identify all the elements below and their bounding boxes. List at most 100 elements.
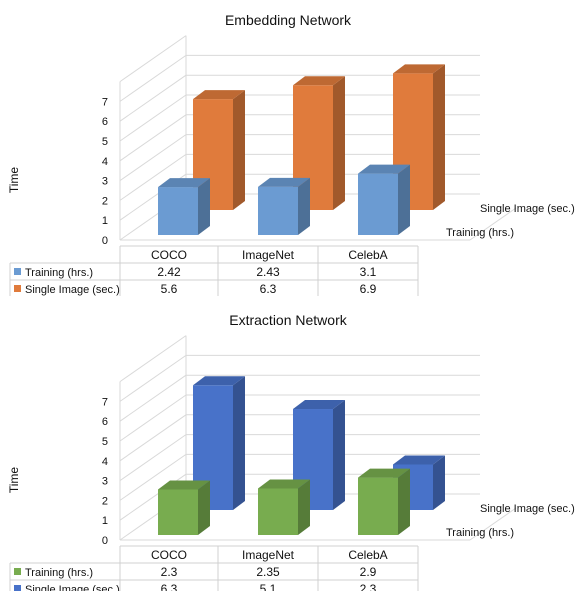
y-tick-label-3: 3: [102, 476, 108, 488]
table-cell-1-2: 6.9: [360, 282, 377, 296]
chart-title: Embedding Network: [225, 12, 352, 28]
floor-right-edge: [469, 507, 517, 541]
table-header-2: CelebA: [348, 548, 387, 562]
table-header-0: COCO: [151, 248, 187, 262]
bar-training-1-side: [298, 177, 310, 235]
table-cell-0-0: 2.42: [157, 265, 181, 279]
depth-label-back: Single Image (sec.): [480, 503, 575, 515]
bar-single-image-2-top: [393, 64, 445, 74]
bar-single-image-0-side: [233, 376, 245, 510]
depth-label-back: Single Image (sec.): [480, 203, 575, 215]
bar-training-1-side: [298, 479, 310, 535]
y-tick-label-1: 1: [102, 515, 108, 527]
bar-single-image-2-top: [393, 455, 445, 465]
legend-label-0: Training (hrs.): [25, 267, 93, 279]
table-header-2: CelebA: [348, 248, 387, 262]
gridline-left-5: [119, 394, 187, 442]
y-tick-label-4: 4: [102, 456, 108, 468]
table-cell-1-2: 2.3: [360, 582, 377, 591]
bar-single-image-0-top: [193, 90, 245, 100]
table-cell-0-1: 2.43: [256, 265, 280, 279]
bar-training-2-side: [398, 164, 410, 235]
bar-single-image-2-side: [433, 455, 445, 510]
y-tick-label-1: 1: [102, 215, 108, 227]
bar-training-2-side: [398, 468, 410, 535]
y-tick-label-6: 6: [102, 416, 108, 428]
gridline-left-2: [119, 453, 187, 501]
bar-single-image-0-side: [233, 90, 245, 210]
y-tick-label-0: 0: [102, 535, 108, 547]
gridline-left-7: [119, 54, 187, 102]
gridline-left-4: [119, 114, 187, 162]
bar-training-1-front: [258, 488, 298, 535]
legend-label-1: Single Image (sec.): [25, 584, 120, 591]
gridline-left-top: [119, 35, 187, 83]
gridline-left-6: [119, 374, 187, 422]
table-cell-0-2: 2.9: [360, 565, 377, 579]
y-tick-label-0: 0: [102, 235, 108, 247]
table-header-1: ImageNet: [242, 248, 295, 262]
extraction-network-chart: Extraction Network Time 0 1 2 3 4 5 6 7 Single Ima…: [0, 300, 576, 591]
bar-training-0-top: [158, 178, 210, 188]
table-header-1: ImageNet: [242, 548, 295, 562]
depth-label-front: Training (hrs.): [446, 527, 514, 539]
bar-single-image-1-side: [333, 76, 345, 210]
bar-single-image-1-top: [293, 76, 345, 86]
table-cell-1-1: 6.3: [260, 282, 277, 296]
y-tick-label-4: 4: [102, 156, 108, 168]
bar-single-image-2-side: [433, 64, 445, 210]
y-tick-label-7: 7: [102, 396, 108, 408]
gridline-left-4: [119, 414, 187, 462]
legend-swatch-0: [14, 268, 21, 275]
y-tick-label-5: 5: [102, 436, 108, 448]
table-cell-1-0: 6.3: [161, 582, 178, 591]
y-tick-label-6: 6: [102, 116, 108, 128]
chart-title: Extraction Network: [229, 312, 347, 328]
y-axis-label: Time: [7, 467, 21, 494]
legend-swatch-1: [14, 585, 21, 591]
bar-training-0-top: [158, 480, 210, 490]
bar-training-0-front: [158, 489, 198, 535]
legend-label-1: Single Image (sec.): [25, 284, 120, 296]
floor-right-edge: [469, 207, 517, 241]
gridline-left-3: [119, 434, 187, 482]
bar-training-2-top: [358, 468, 410, 478]
extraction-network-svg: Extraction Network Time 0 1 2 3 4 5 6 7 Single Ima…: [7, 312, 575, 591]
table-cell-0-1: 2.35: [256, 565, 280, 579]
depth-label-front: Training (hrs.): [446, 227, 514, 239]
bar-single-image-1-side: [333, 400, 345, 510]
legend-swatch-0: [14, 568, 21, 575]
bar-training-1-front: [258, 186, 298, 235]
y-tick-label-3: 3: [102, 176, 108, 188]
bar-training-0-side: [198, 178, 210, 235]
bar-training-2-front: [358, 477, 398, 535]
gridline-left-6: [119, 74, 187, 122]
gridline-left-3: [119, 134, 187, 182]
table-cell-1-0: 5.6: [161, 282, 178, 296]
y-tick-label-7: 7: [102, 96, 108, 108]
gridline-left-top: [119, 335, 187, 383]
embedding-network-svg: Embedding Network Time 0 1 2 3 4 5 6 7 Single Imag…: [7, 12, 575, 296]
bar-single-image-0-top: [193, 376, 245, 386]
bar-training-0-side: [198, 480, 210, 535]
y-axis-label: Time: [7, 167, 21, 194]
table-cell-0-2: 3.1: [360, 265, 377, 279]
gridline-left-5: [119, 94, 187, 142]
bar-training-0-front: [158, 187, 198, 235]
legend-label-0: Training (hrs.): [25, 567, 93, 579]
gridline-left-7: [119, 354, 187, 402]
bar-single-image-1-top: [293, 400, 345, 410]
bar-training-2-top: [358, 164, 410, 174]
legend-swatch-1: [14, 285, 21, 292]
y-tick-label-2: 2: [102, 195, 108, 207]
bar-training-2-front: [358, 173, 398, 235]
bar-training-1-top: [258, 177, 310, 187]
y-tick-label-2: 2: [102, 495, 108, 507]
gridline-left-2: [119, 153, 187, 201]
table-cell-1-1: 5.1: [260, 582, 277, 591]
table-header-0: COCO: [151, 548, 187, 562]
y-tick-label-5: 5: [102, 136, 108, 148]
bar-training-1-top: [258, 479, 310, 489]
embedding-network-chart: Embedding Network Time 0 1 2 3 4 5 6 7 Single Imag…: [7, 12, 575, 296]
table-cell-0-0: 2.3: [161, 565, 178, 579]
